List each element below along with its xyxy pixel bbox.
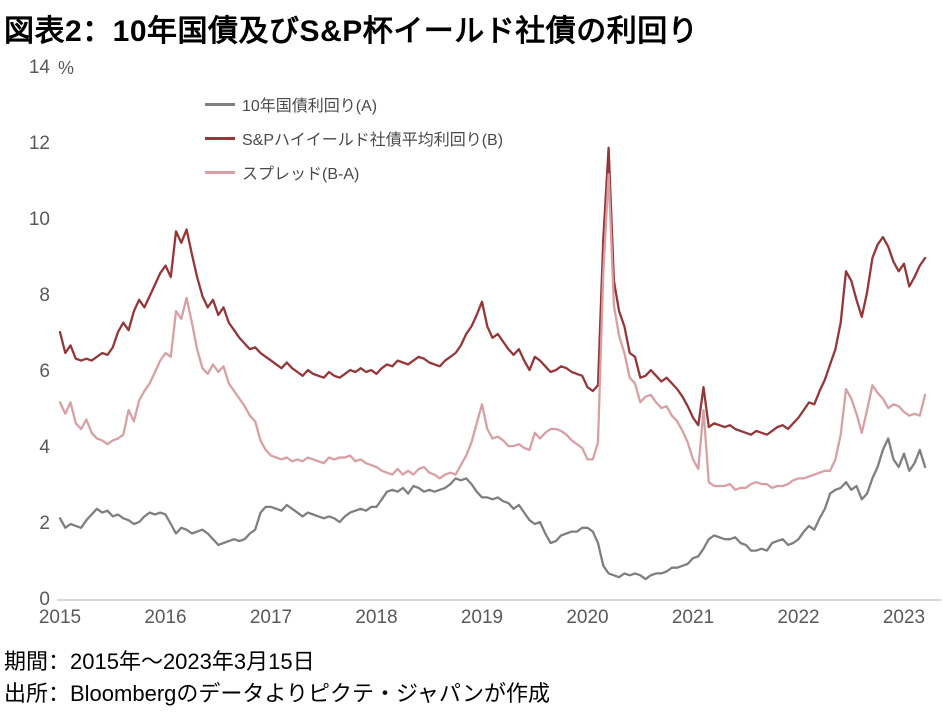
high-yield-line-swatch [205,136,235,140]
legend-item-spread: スプレッド(B-A) [205,155,503,189]
x-tick-label: 2015 [38,607,82,628]
y-axis-unit-label: % [58,58,75,78]
legend-label-treasury: 10年国債利回り(A) [242,98,378,115]
y-tick-label: 10 [28,209,50,230]
yield-chart: % 0 2 4 6 8 10 12 14 2015 2016 2017 2018 2019 2020 20… [0,55,943,640]
legend-label-spread: スプレッド(B-A) [242,166,360,183]
y-tick-label: 8 [39,285,50,306]
x-tick-label: 2016 [144,607,187,628]
treasury-line-swatch [205,102,235,106]
x-tick-label: 2020 [566,607,609,628]
y-tick-label: 6 [39,361,50,382]
y-tick-label: 4 [39,437,50,458]
source-note: 出所：Bloombergのデータよりピクテ・ジャパンが作成 [4,681,550,706]
period-note: 期間：2015年～2023年3月15日 [4,649,315,674]
series-line-0 [58,437,927,581]
x-tick-label: 2018 [355,607,398,628]
legend-item-high-yield: S&Pハイイールド社債平均利回り(B) [205,121,503,155]
chart-title: 図表2：10年国債及びS&P杯イールド社債の利回り [4,15,699,48]
legend-label-high-yield: S&Pハイイールド社債平均利回り(B) [242,132,504,149]
plot-canvas [57,146,941,601]
x-tick-label: 2021 [671,607,715,628]
series-line-2 [58,173,927,491]
x-tick-label: 2023 [882,607,926,628]
legend-item-treasury: 10年国債利回り(A) [205,87,503,121]
series-line-1 [58,146,927,436]
y-tick-label: 12 [28,133,50,154]
y-tick-label: 0 [39,589,50,610]
spread-line-swatch [205,170,235,174]
x-tick-label: 2019 [460,607,504,628]
y-tick-label: 2 [39,513,50,534]
y-tick-label: 14 [28,57,50,78]
chart-legend: 10年国債利回り(A) S&Pハイイールド社債平均利回り(B) スプレッド(B-… [205,87,503,189]
x-tick-label: 2017 [249,607,293,628]
x-tick-label: 2022 [777,607,820,628]
